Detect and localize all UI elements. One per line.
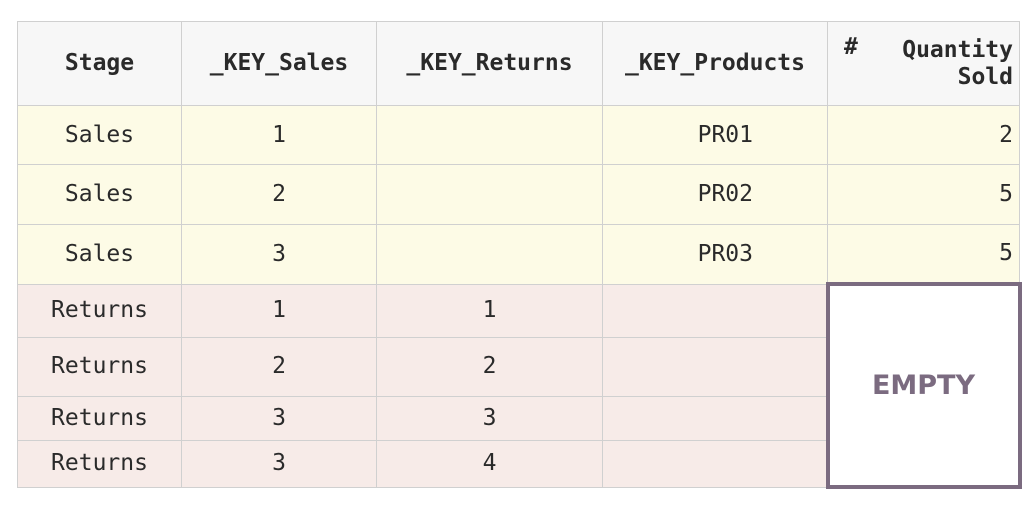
column-header-key-products[interactable]: _KEY_Products xyxy=(602,21,828,106)
header-row: Stage _KEY_Sales _KEY_Returns _KEY_Produ… xyxy=(17,21,1020,106)
cell-key-returns xyxy=(376,164,603,225)
table-row: Returns 3 3 xyxy=(17,395,1020,441)
cell-key-products: PR01 xyxy=(602,105,828,165)
column-header-label: Quantity xyxy=(902,37,1013,64)
numeric-type-icon: # xyxy=(844,34,858,60)
cell-key-sales: 3 xyxy=(181,224,377,285)
cell-stage: Returns xyxy=(17,283,182,338)
cell-key-products xyxy=(602,283,828,338)
cell-stage: Returns xyxy=(17,395,182,441)
table-row: Sales 3 PR03 5 xyxy=(17,224,1020,285)
cell-stage: Returns xyxy=(17,439,182,488)
cell-quantity-sold: 2 xyxy=(827,105,1020,165)
cell-quantity-sold: 5 xyxy=(827,164,1020,225)
cell-key-returns xyxy=(376,105,603,165)
cell-key-returns: 4 xyxy=(376,439,603,488)
cell-key-sales: 2 xyxy=(181,336,377,397)
cell-key-products: PR03 xyxy=(602,224,828,285)
table-row: Sales 2 PR02 5 xyxy=(17,164,1020,225)
column-header-key-returns[interactable]: _KEY_Returns xyxy=(376,21,603,106)
cell-key-returns: 2 xyxy=(376,336,603,397)
column-header-label: _KEY_Returns xyxy=(406,50,573,77)
cell-key-products: PR02 xyxy=(602,164,828,225)
cell-key-sales: 1 xyxy=(181,283,377,338)
cell-key-sales: 3 xyxy=(181,395,377,441)
cell-stage: Sales xyxy=(17,164,182,225)
cell-key-sales: 2 xyxy=(181,164,377,225)
cell-key-sales: 1 xyxy=(181,105,377,165)
column-header-label: _KEY_Products xyxy=(624,50,805,77)
table-row: Sales 1 PR01 2 xyxy=(17,105,1020,165)
column-header-stage[interactable]: Stage xyxy=(17,21,182,106)
table-row: Returns 2 2 xyxy=(17,336,1020,397)
table-row: Returns 3 4 xyxy=(17,439,1020,488)
cell-key-returns: 3 xyxy=(376,395,603,441)
cell-key-returns: 1 xyxy=(376,283,603,338)
table-row: Returns 1 1 EMPTY xyxy=(17,282,1022,489)
column-header-label: Sold xyxy=(957,63,1013,90)
cell-quantity-sold: 5 xyxy=(827,224,1020,285)
empty-label: EMPTY xyxy=(871,369,976,401)
cell-key-products xyxy=(602,395,828,441)
cell-stage: Sales xyxy=(17,224,182,285)
cell-key-returns xyxy=(376,224,603,285)
cell-stage: Sales xyxy=(17,105,182,165)
cell-key-products xyxy=(602,336,828,397)
column-header-label: Stage xyxy=(64,50,135,77)
data-table: Stage _KEY_Sales _KEY_Returns _KEY_Produ… xyxy=(17,21,1022,489)
cell-key-sales: 3 xyxy=(181,439,377,488)
empty-quantity-block: EMPTY xyxy=(825,282,1022,489)
column-header-quantity-sold[interactable]: # Quantity Sold xyxy=(827,21,1020,106)
column-header-label: _KEY_Sales xyxy=(209,50,349,77)
cell-key-products xyxy=(602,439,828,488)
column-header-key-sales[interactable]: _KEY_Sales xyxy=(181,21,377,106)
cell-stage: Returns xyxy=(17,336,182,397)
